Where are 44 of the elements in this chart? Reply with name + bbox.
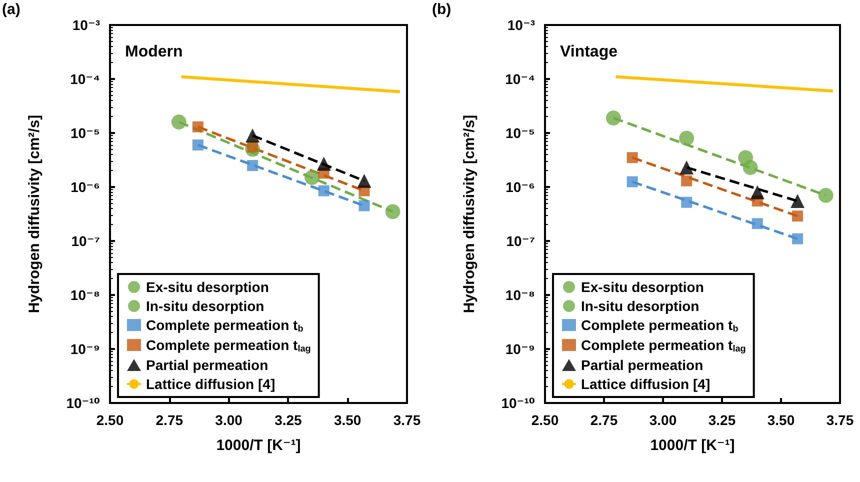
- y-tick-label: 10⁻⁸: [70, 287, 100, 303]
- legend-label: Ex-situ desorption: [146, 279, 269, 295]
- x-tick-label: 3.25: [274, 412, 302, 428]
- x-tick-label: 3.25: [708, 412, 736, 428]
- legend-label: Ex-situ desorption: [581, 279, 704, 295]
- text: Vintage: [560, 44, 618, 60]
- text: (a): [2, 1, 20, 18]
- legend-label: Lattice diffusion [4]: [146, 376, 276, 392]
- y-tick-label: 10⁻⁹: [505, 341, 535, 357]
- x-tick-label: 3.00: [215, 412, 243, 428]
- x-tick-label: 3.75: [393, 412, 421, 428]
- x-tick-label: 2.50: [531, 412, 559, 428]
- y-tick-label: 10⁻⁴: [505, 71, 536, 87]
- y-tick-label: 10⁻⁴: [70, 71, 100, 87]
- legend-label: In-situ desorption: [581, 298, 700, 314]
- y-axis-title: Hydrogen diffusivity [cm²/s]: [461, 114, 478, 314]
- x-tick-label: 3.75: [826, 412, 854, 428]
- text: (b): [432, 1, 452, 18]
- y-tick-label: 10⁻³: [72, 17, 100, 33]
- y-tick-label: 10⁻⁸: [505, 287, 535, 303]
- legend-label: Partial permeation: [581, 357, 704, 373]
- text: Modern: [125, 44, 183, 60]
- y-tick-label: 10⁻¹⁰: [66, 395, 100, 411]
- x-tick-label: 3.00: [649, 412, 677, 428]
- y-tick-label: 10⁻⁶: [70, 179, 100, 195]
- y-tick-label: 10⁻⁷: [506, 233, 536, 249]
- y-tick-label: 10⁻¹⁰: [501, 395, 535, 411]
- x-tick-label: 3.50: [334, 412, 362, 428]
- legend-label: Lattice diffusion [4]: [581, 376, 710, 392]
- y-tick-label: 10⁻³: [507, 17, 536, 33]
- legend-label: Partial permeation: [146, 357, 268, 373]
- x-axis-title: 1000/T [K⁻¹]: [216, 437, 301, 454]
- y-tick-label: 10⁻⁷: [71, 233, 100, 249]
- x-tick-label: 2.50: [96, 412, 124, 428]
- x-axis-title: 1000/T [K⁻¹]: [650, 437, 735, 454]
- y-tick-label: 10⁻⁹: [70, 341, 100, 357]
- y-tick-label: 10⁻⁵: [505, 125, 535, 141]
- x-tick-label: 3.50: [767, 412, 795, 428]
- y-tick-label: 10⁻⁵: [70, 125, 100, 141]
- y-axis-title: Hydrogen diffusivity [cm²/s]: [26, 114, 43, 314]
- legend-label: In-situ desorption: [146, 298, 264, 314]
- x-tick-label: 2.75: [156, 412, 184, 428]
- x-tick-label: 2.75: [590, 412, 618, 428]
- y-tick-label: 10⁻⁶: [506, 179, 535, 195]
